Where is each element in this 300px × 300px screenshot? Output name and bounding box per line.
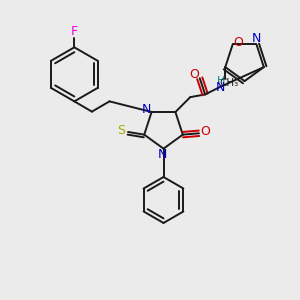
- Text: N: N: [158, 148, 167, 160]
- Text: N: N: [142, 103, 152, 116]
- Text: S: S: [117, 124, 125, 137]
- Text: F: F: [71, 25, 78, 38]
- Text: O: O: [189, 68, 199, 81]
- Text: N: N: [215, 81, 225, 94]
- Text: N: N: [252, 32, 261, 45]
- Text: CH₃: CH₃: [220, 78, 239, 88]
- Text: H: H: [217, 76, 226, 86]
- Text: O: O: [234, 36, 244, 49]
- Text: O: O: [200, 125, 210, 138]
